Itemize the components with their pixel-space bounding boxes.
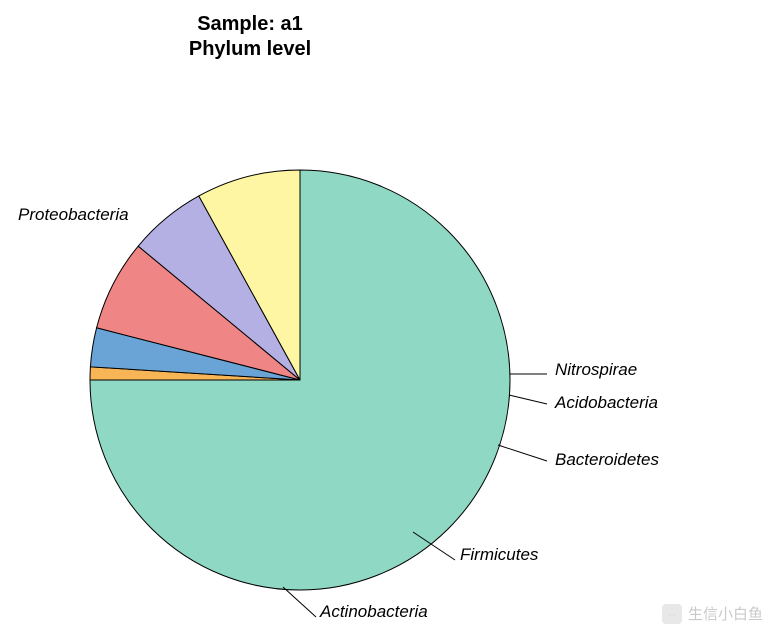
pie-slice-label: Actinobacteria xyxy=(320,602,428,622)
leader-line xyxy=(283,587,316,617)
leader-line xyxy=(498,445,547,461)
watermark-text: 生信小白鱼 xyxy=(688,603,763,624)
pie-slice-label: Acidobacteria xyxy=(555,393,658,413)
pie-slice-label: Nitrospirae xyxy=(555,360,637,380)
pie-slice-label: Proteobacteria xyxy=(18,205,129,225)
pie-chart xyxy=(0,0,783,642)
leader-line xyxy=(509,395,547,404)
watermark: ·· 生信小白鱼 xyxy=(662,603,763,624)
watermark-icon: ·· xyxy=(662,604,682,624)
pie-slice-label: Firmicutes xyxy=(460,545,538,565)
pie-slice-label: Bacteroidetes xyxy=(555,450,659,470)
